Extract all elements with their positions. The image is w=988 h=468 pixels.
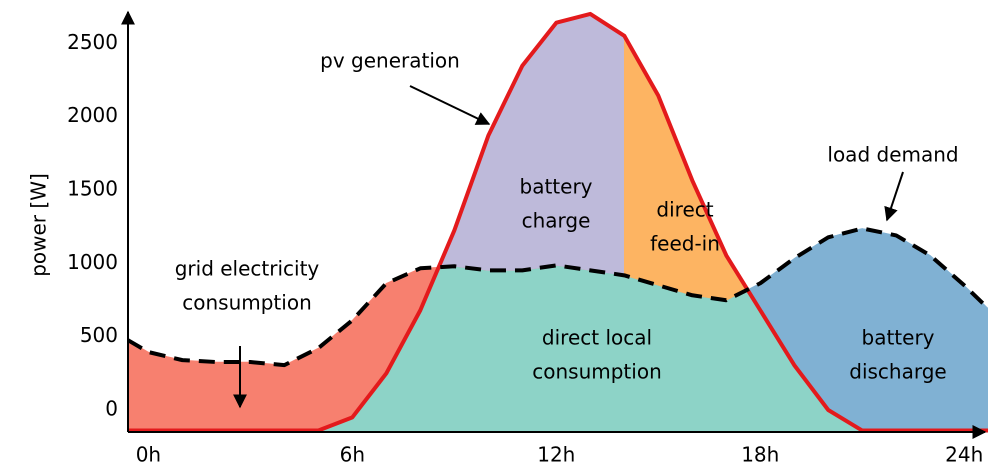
series-label: load demand (827, 143, 958, 167)
area-label: direct (656, 198, 713, 222)
y-tick-label: 0 (105, 396, 118, 420)
area-label: consumption (532, 360, 662, 384)
arrow (409, 85, 491, 125)
x-tick-label: 24h (945, 443, 983, 467)
y-tick-label: 2000 (67, 103, 118, 127)
area-label: grid electricity (175, 257, 320, 281)
arrow (884, 171, 904, 222)
x-tick-label: 18h (741, 443, 779, 467)
y-tick-label: 500 (80, 323, 118, 347)
area-label: consumption (182, 291, 312, 315)
y-tick-label: 1500 (67, 176, 118, 200)
series-line (126, 226, 988, 368)
annotations: direct local consumption grid electricity c… (175, 49, 959, 409)
series-line (128, 11, 988, 433)
y-tick-label: 2500 (67, 30, 118, 54)
lines (126, 11, 988, 433)
x-tick-label: 12h (537, 443, 575, 467)
area-label: battery (862, 326, 935, 350)
area-label: feed-in (650, 232, 720, 256)
area-label: battery (520, 175, 593, 199)
area-label: discharge (849, 360, 946, 384)
y-tick-label: 1000 (67, 250, 118, 274)
x-tick-label: 0h (136, 443, 161, 467)
area-label: direct local (542, 326, 652, 350)
x-tick-label: 6h (340, 443, 365, 467)
y-axis-label: power [W] (27, 173, 51, 277)
series-label: pv generation (320, 49, 460, 73)
area-label: charge (522, 209, 591, 233)
